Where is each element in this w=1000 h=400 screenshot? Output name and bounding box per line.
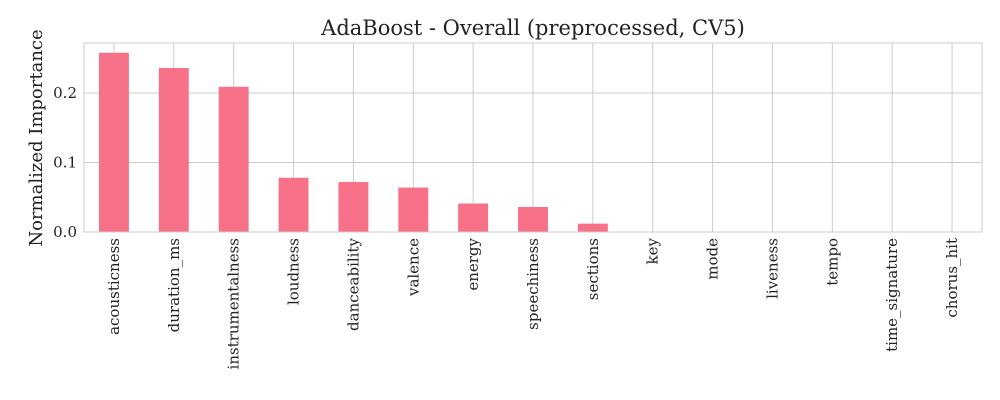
plot-frame [83, 42, 983, 233]
bar-valence [398, 187, 429, 232]
x-tick-label: tempo [823, 238, 841, 286]
x-tick-label: energy [464, 237, 482, 290]
bars [98, 52, 608, 233]
y-tick-label: 0.2 [53, 84, 77, 102]
x-tick-label: instrumentalness [225, 238, 243, 369]
x-tick-label: key [644, 237, 662, 264]
y-tick-label: 0.0 [53, 223, 77, 241]
bar-duration-ms [158, 68, 189, 232]
x-tick-label: sections [584, 238, 602, 300]
x-tick-label: loudness [285, 238, 303, 305]
x-tick-label: time_signature [883, 238, 901, 352]
bar-instrumentalness [218, 86, 249, 233]
x-tick-label: danceability [344, 237, 362, 330]
x-tick-labels: acousticness duration_ms instrumentalness l… [105, 237, 961, 369]
x-tick-label: chorus_hit [943, 238, 961, 318]
chart-title: AdaBoost - Overall (preprocessed, CV5) [320, 16, 745, 40]
x-tick-label: speechiness [524, 238, 542, 330]
y-axis-label: Normalized Importance [26, 29, 47, 246]
x-tick-label: valence [404, 238, 422, 297]
bar-loudness [278, 177, 309, 232]
bar-sections [577, 223, 608, 232]
bar-acousticness [98, 52, 129, 233]
bar-energy [458, 203, 489, 232]
y-tick-label: 0.1 [53, 154, 77, 172]
x-tick-label: acousticness [105, 238, 123, 335]
y-tick-labels: 0.0 0.1 0.2 [53, 84, 77, 241]
x-tick-label: liveness [763, 238, 781, 299]
bar-speechiness [518, 206, 548, 232]
bar-danceability [338, 181, 369, 232]
x-tick-label: duration_ms [165, 238, 183, 332]
x-tick-label: mode [704, 238, 722, 280]
